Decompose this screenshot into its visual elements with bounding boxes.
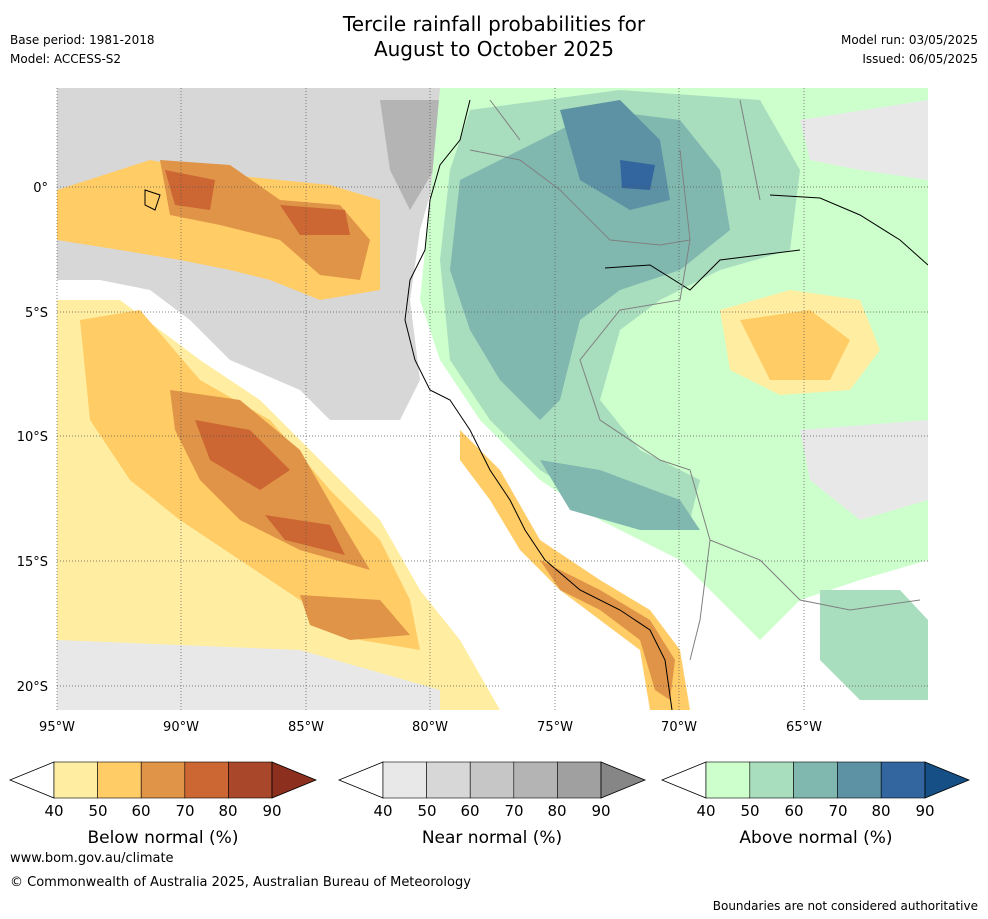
colorbar-above — [660, 761, 971, 799]
colorbar-segment — [228, 761, 273, 799]
meta-left: Base period: 1981-2018 Model: ACCESS-S2 — [10, 31, 155, 69]
colorbar-tick: 50 — [88, 802, 107, 820]
colorbar-extend-low — [337, 761, 384, 799]
coastline — [144, 99, 928, 710]
below-normal-area — [460, 430, 690, 710]
colorbar-segment — [705, 761, 751, 799]
colorbar-segment — [97, 761, 142, 799]
colorbar-segment — [837, 761, 882, 799]
colorbar-near-label: Near normal (%) — [422, 828, 562, 848]
colorbar-extend-low — [8, 761, 55, 799]
probability-field — [57, 88, 928, 710]
colorbar-tick: 90 — [915, 802, 934, 820]
colorbar-segment — [184, 761, 229, 799]
colorbar-tick: 40 — [44, 802, 63, 820]
colorbar-tick: 80 — [218, 802, 237, 820]
lon-label: 85°W — [288, 720, 324, 735]
lon-labels: 95°W 90°W 85°W 80°W 75°W 70°W 65°W — [39, 720, 822, 735]
colorbar-tick: 70 — [175, 802, 194, 820]
model-run: Model run: 03/05/2025 — [840, 33, 978, 47]
colorbar-tick: 80 — [547, 802, 566, 820]
title-line-1: Tercile rainfall probabilities for — [342, 12, 646, 36]
base-period: Base period: 1981-2018 — [10, 33, 155, 47]
colorbar-tick: 50 — [740, 802, 759, 820]
colorbar-tick: 60 — [131, 802, 150, 820]
country-borders — [469, 99, 921, 661]
model-name: Model: ACCESS-S2 — [10, 52, 122, 66]
colorbar-tick: 60 — [784, 802, 803, 820]
near-normal-area — [380, 100, 440, 210]
colorbar-below-label: Below normal (%) — [88, 828, 239, 848]
lat-label: 5°S — [25, 306, 48, 321]
colorbar-tick: 50 — [417, 802, 436, 820]
colorbar-segment — [557, 761, 602, 799]
lon-label: 95°W — [39, 720, 75, 735]
lon-label: 65°W — [786, 720, 822, 735]
colorbar-below-ticks: 40 50 60 70 80 90 — [44, 802, 281, 820]
colorbar-tick: 70 — [828, 802, 847, 820]
colorbar-near — [337, 761, 647, 799]
lat-label: 0° — [33, 181, 48, 196]
colorbar-segment — [469, 761, 515, 799]
colorbar-tick: 60 — [460, 802, 479, 820]
near-normal-area — [800, 100, 928, 180]
colorbar-tick: 90 — [262, 802, 281, 820]
below-normal-area — [300, 595, 410, 640]
footer-disclaimer: Boundaries are not considered authoritat… — [712, 899, 978, 913]
colorbar-tick: 40 — [696, 802, 715, 820]
colorbar-segment — [749, 761, 794, 799]
above-normal-area — [540, 460, 700, 530]
lon-label: 90°W — [163, 720, 199, 735]
chart-title: Tercile rainfall probabilities for Augus… — [0, 12, 988, 62]
colorbar-extend-high — [600, 761, 647, 799]
lat-labels: 0° 5°S 10°S 15°S 20°S — [17, 181, 48, 695]
below-normal-area — [540, 560, 675, 700]
colorbar-above-ticks: 40 50 60 70 80 90 — [696, 802, 934, 820]
lon-label: 75°W — [537, 720, 573, 735]
lat-label: 10°S — [17, 430, 48, 445]
below-normal-area — [165, 170, 350, 235]
colorbar-tick: 70 — [504, 802, 523, 820]
above-normal-area — [820, 590, 928, 700]
colorbar-segment — [53, 761, 98, 799]
lat-label: 15°S — [17, 555, 48, 570]
colorbar-extend-high — [924, 761, 971, 799]
below-normal-area — [195, 420, 345, 555]
colorbar-segment — [426, 761, 471, 799]
colorbar-segment — [140, 761, 186, 799]
colorbar-tick: 80 — [871, 802, 890, 820]
below-normal-area — [740, 310, 850, 380]
lon-label: 70°W — [661, 720, 697, 735]
title-line-2: August to October 2025 — [373, 37, 615, 61]
near-normal-area — [800, 420, 928, 520]
above-normal-area — [620, 160, 655, 190]
lon-label: 80°W — [412, 720, 448, 735]
issued-date: Issued: 06/05/2025 — [862, 52, 978, 66]
graticule — [56, 88, 928, 710]
colorbar-below — [8, 761, 318, 799]
lat-label: 20°S — [17, 680, 48, 695]
near-normal-area — [57, 640, 440, 710]
colorbar-extend-high — [271, 761, 318, 799]
colorbar-segment — [382, 761, 427, 799]
colorbar-above-label: Above normal (%) — [739, 828, 892, 848]
colorbar-segment — [513, 761, 558, 799]
colorbar-tick: 90 — [591, 802, 610, 820]
colorbar-near-ticks: 40 50 60 70 80 90 — [373, 802, 610, 820]
below-normal-area — [57, 160, 380, 300]
colorbar-segment — [880, 761, 926, 799]
colorbar-tick: 40 — [373, 802, 392, 820]
meta-right: Model run: 03/05/2025 Issued: 06/05/2025 — [841, 31, 978, 69]
footer-copyright: © Commonwealth of Australia 2025, Austra… — [10, 875, 471, 890]
colorbar-segment — [793, 761, 838, 799]
colorbar-extend-low — [660, 761, 707, 799]
footer-url: www.bom.gov.au/climate — [10, 851, 174, 866]
